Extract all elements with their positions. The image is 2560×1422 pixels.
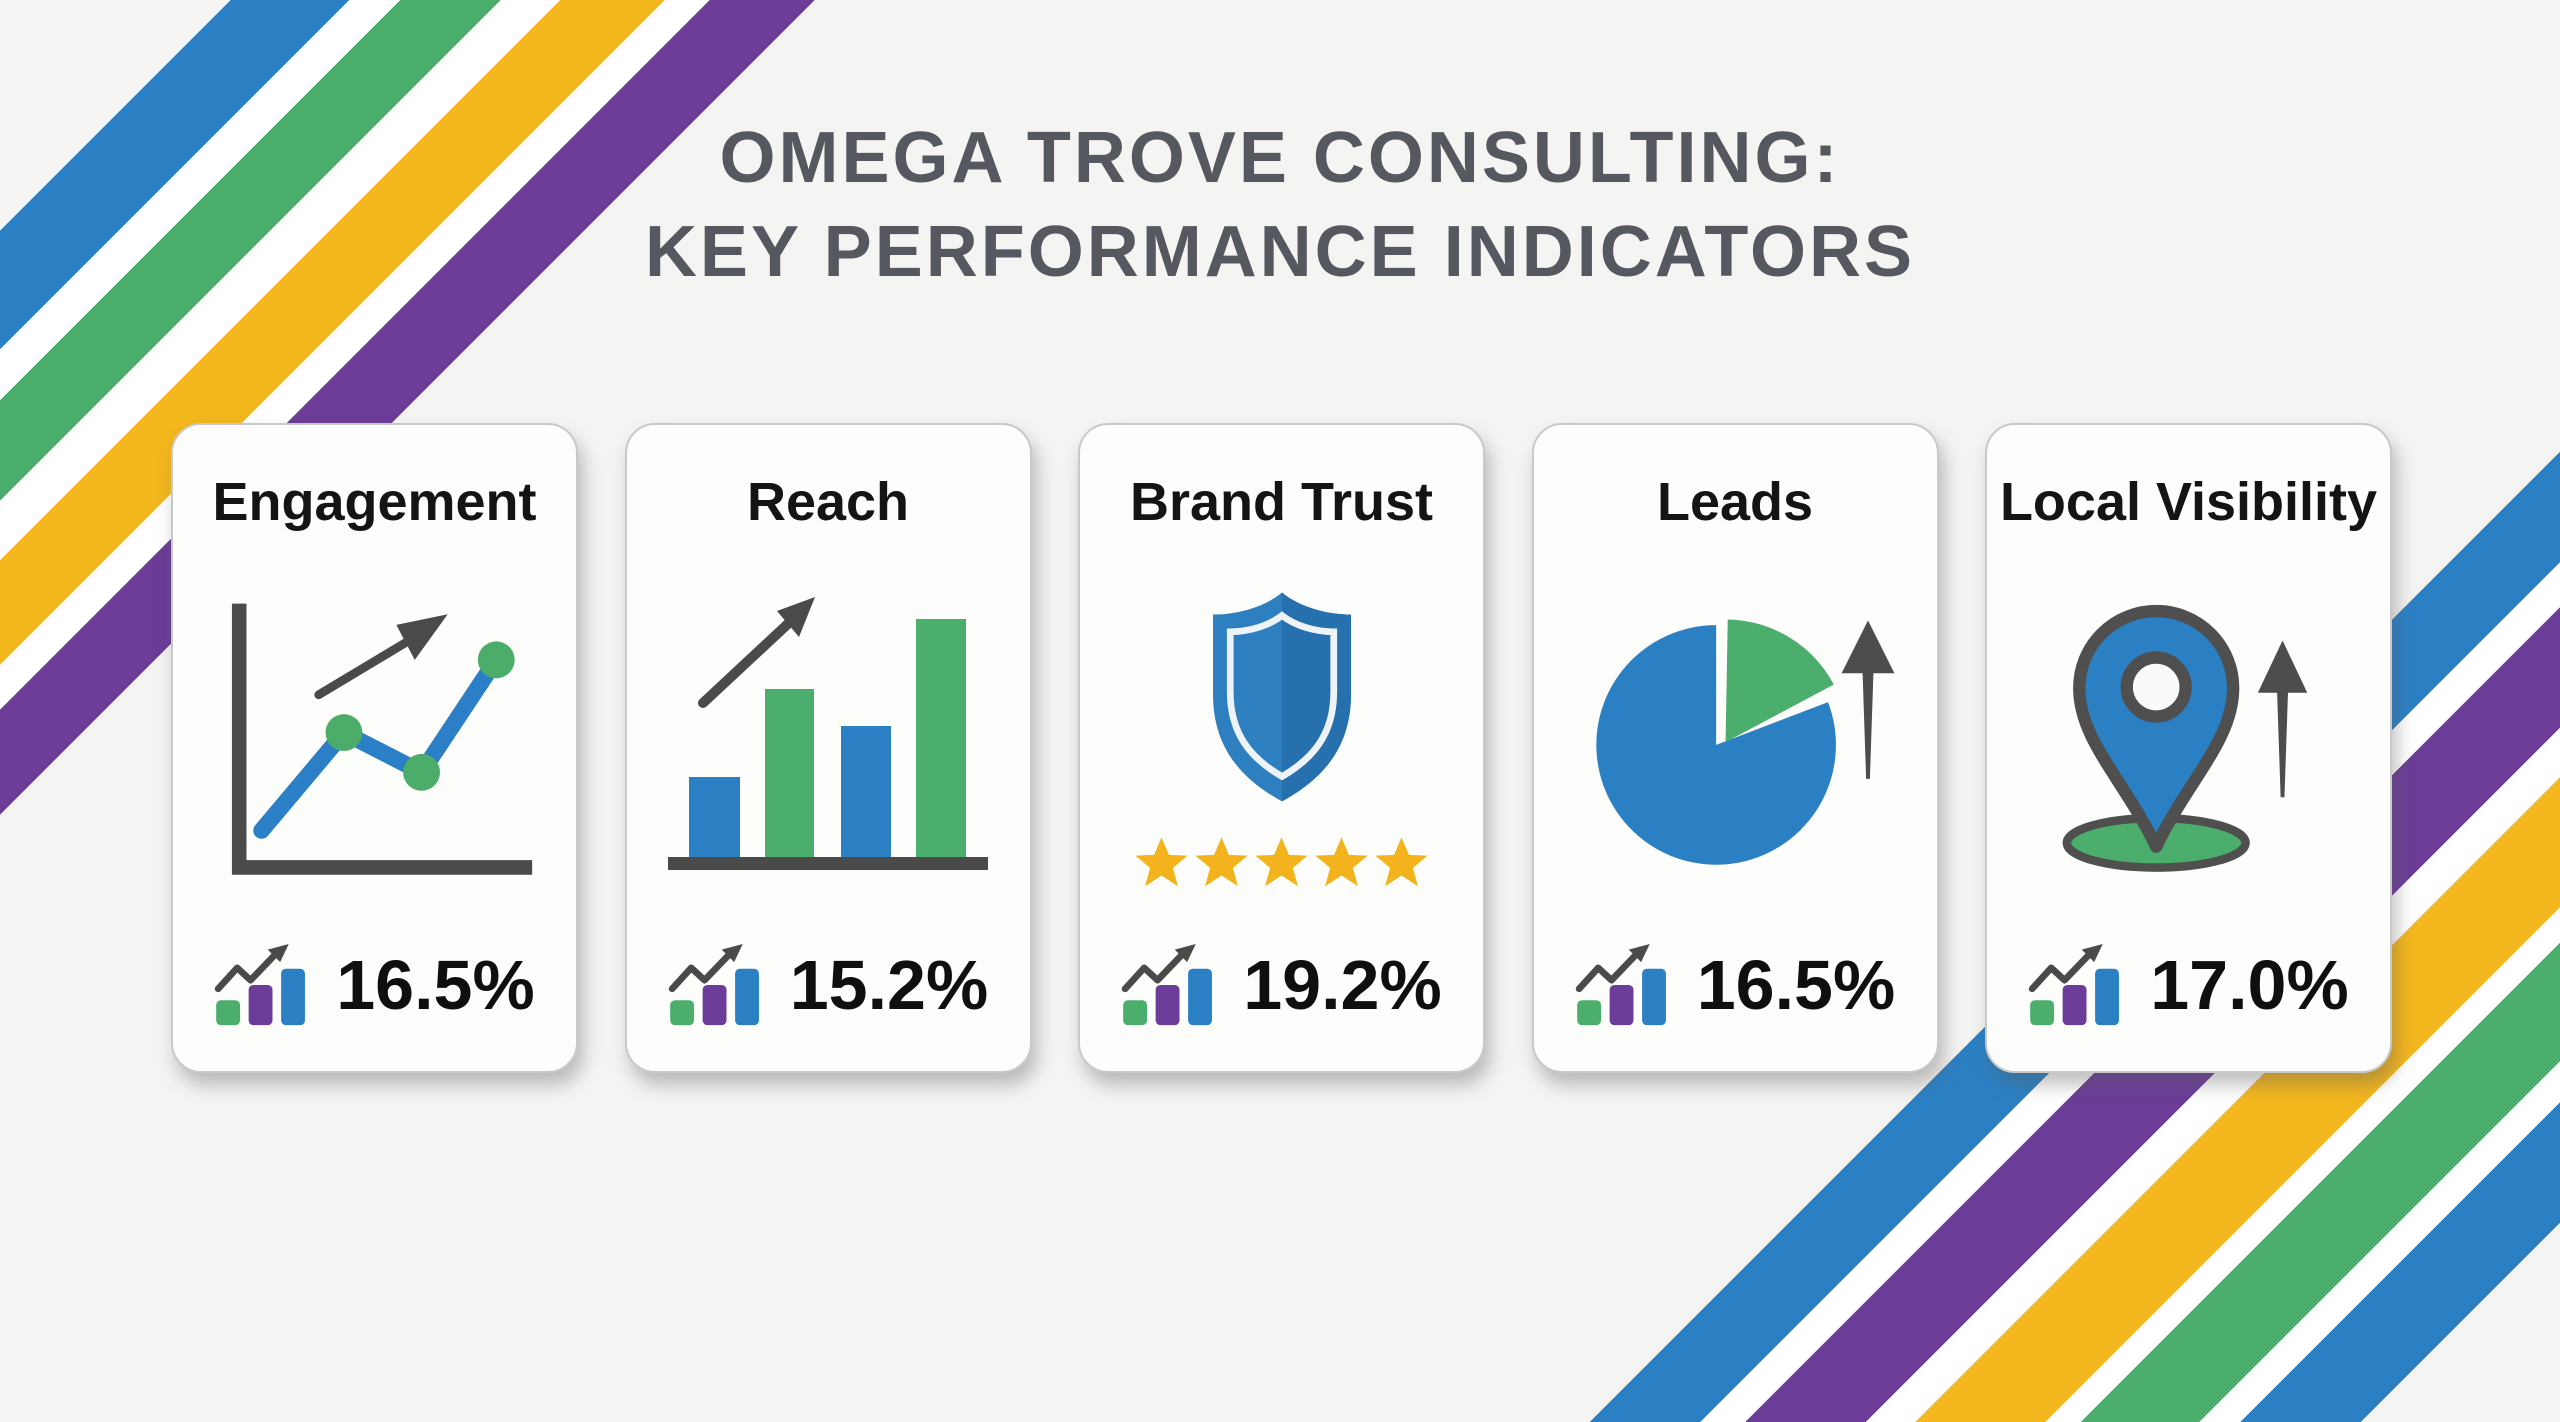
card-icon-area	[2003, 533, 2374, 937]
card-title: Brand Trust	[1129, 472, 1434, 532]
growth-bars-icon	[2029, 943, 2120, 1026]
kpi-card-local-visibility: Local Visibility 17.0%	[1985, 423, 2392, 1073]
star-icon	[1195, 836, 1248, 886]
card-title: Local Visibility	[1999, 472, 2378, 532]
star-rating	[1133, 835, 1430, 890]
kpi-value: 17.0%	[2150, 946, 2349, 1024]
card-icon-area	[189, 533, 560, 937]
star-icon	[1375, 836, 1428, 886]
shield-icon	[1212, 592, 1351, 801]
page-title-line1: OMEGA TROVE CONSULTING:	[719, 118, 1841, 198]
stat-row: 15.2%	[668, 943, 988, 1027]
kpi-value: 16.5%	[1696, 946, 1896, 1024]
kpi-card-engagement: Engagement 16.5%	[171, 423, 578, 1073]
kpi-value: 16.5%	[336, 946, 535, 1024]
card-icon-area	[643, 533, 1014, 937]
star-icon	[1135, 836, 1188, 886]
kpi-card-leads: Leads 16.5%	[1531, 423, 1939, 1073]
stat-row: 16.5%	[214, 943, 535, 1027]
kpi-value: 15.2%	[789, 946, 989, 1024]
card-title: Engagement	[212, 472, 537, 532]
star-icon	[1315, 836, 1368, 886]
stat-row: 16.5%	[1575, 943, 1895, 1027]
growth-bars-icon	[1575, 943, 1666, 1026]
page-title: OMEGA TROVE CONSULTING: KEY PERFORMANCE …	[0, 112, 2560, 299]
page-title-line2: KEY PERFORMANCE INDICATORS	[644, 211, 1916, 292]
star-icon	[1255, 836, 1308, 886]
kpi-cards-row: Engagement 16.5% Reach	[171, 423, 2392, 1073]
map-pin-up-arrow-icon	[2062, 604, 2308, 872]
line-chart-rising-icon	[231, 603, 532, 875]
growth-bars-icon	[668, 943, 759, 1026]
bar-chart-rising-icon	[668, 597, 988, 870]
card-title: Leads	[1656, 472, 1814, 532]
kpi-card-brand-trust: Brand Trust	[1078, 423, 1485, 1073]
stat-row: 17.0%	[2028, 943, 2349, 1027]
card-icon-area	[1550, 533, 1921, 937]
card-icon-area	[1096, 533, 1467, 937]
stat-row: 19.2%	[1121, 943, 1442, 1027]
growth-bars-icon	[215, 943, 306, 1026]
growth-bars-icon	[1122, 943, 1213, 1026]
kpi-card-reach: Reach 15.2%	[624, 423, 1032, 1073]
kpi-value: 19.2%	[1243, 946, 1442, 1024]
pie-chart-up-arrow-icon	[1596, 618, 1895, 865]
card-title: Reach	[746, 472, 910, 532]
